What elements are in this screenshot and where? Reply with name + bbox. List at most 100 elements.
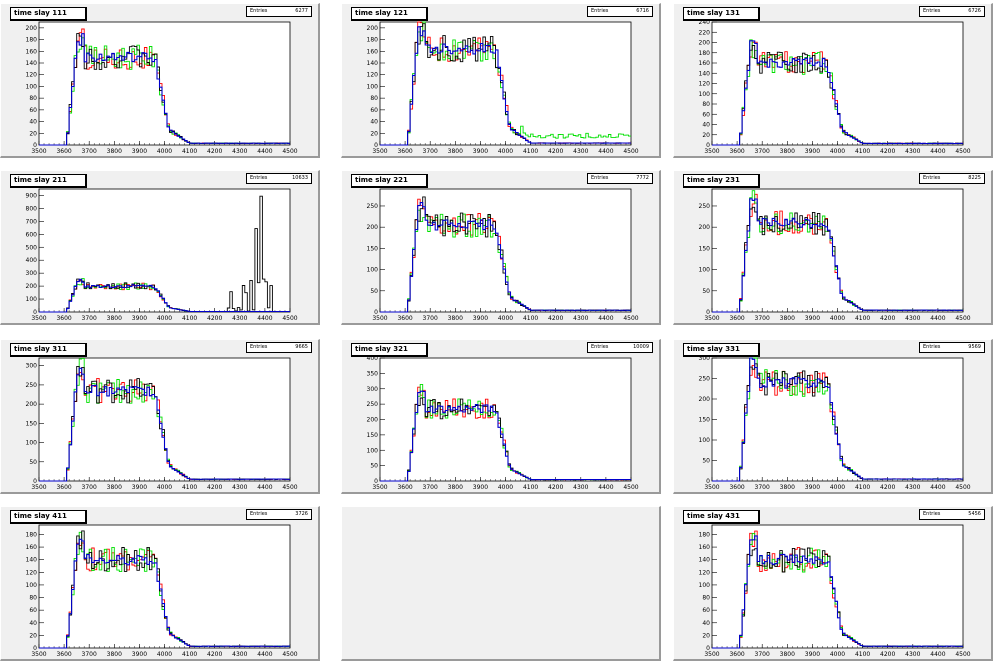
y-tick-label: 60: [702, 111, 710, 118]
x-tick-label: 4100: [182, 484, 197, 491]
histogram-series-4: [712, 198, 963, 313]
x-tick-label: 3800: [107, 484, 122, 491]
stats-entries-value: 6716: [636, 8, 649, 14]
x-tick-label: 4000: [498, 148, 513, 155]
y-tick-label: 0: [374, 309, 378, 316]
x-tick-label: 4000: [830, 484, 845, 491]
histogram-plot: 3500 3600 3700 3800 3900 4000 4100 4200 4300 4400…: [26, 357, 298, 491]
x-tick-label: 4400: [257, 484, 272, 491]
x-tick-label: 3700: [755, 484, 770, 491]
y-tick-label: 0: [33, 309, 37, 316]
stats-label: Entries: [591, 175, 609, 181]
x-tick-label: 4500: [282, 651, 297, 658]
x-tick-label: 3600: [56, 315, 71, 322]
x-tick-label: 4100: [855, 651, 870, 658]
y-tick-label: 50: [370, 288, 378, 295]
y-tick-label: 40: [702, 620, 710, 627]
y-tick-label: 200: [367, 417, 379, 424]
y-tick-label: 160: [26, 48, 38, 55]
y-tick-label: 0: [374, 478, 378, 485]
x-tick-label: 3800: [780, 315, 795, 322]
y-tick-label: 100: [26, 440, 38, 447]
y-tick-label: 80: [370, 95, 378, 102]
x-tick-label: 3500: [704, 315, 719, 322]
x-tick-label: 3700: [755, 651, 770, 658]
x-tick-label: 4000: [830, 315, 845, 322]
x-tick-label: 4200: [207, 484, 222, 491]
y-tick-label: 0: [706, 309, 710, 316]
stats-box: Entries 10633: [246, 173, 312, 184]
stats-label: Entries: [591, 344, 609, 350]
y-tick-label: 40: [29, 620, 37, 627]
x-tick-label: 4300: [573, 315, 588, 322]
pad-title: time slay 121: [351, 7, 428, 21]
x-tick-label: 3500: [704, 651, 719, 658]
x-tick-label: 3500: [372, 315, 387, 322]
stats-box: Entries 6716: [587, 6, 653, 17]
y-tick-label: 220: [699, 29, 711, 36]
x-tick-label: 4000: [498, 315, 513, 322]
x-tick-label: 3700: [423, 148, 438, 155]
x-tick-label: 4000: [830, 148, 845, 155]
x-tick-label: 4500: [955, 315, 970, 322]
y-tick-label: 50: [702, 458, 710, 465]
x-tick-label: 4500: [282, 484, 297, 491]
y-tick-label: 60: [370, 107, 378, 114]
stats-entries-value: 7772: [636, 175, 649, 181]
y-tick-label: 300: [367, 386, 379, 393]
histogram-pad-p321: 3500 3600 3700 3800 3900 4000 4100 4200 4300 4400…: [341, 339, 661, 494]
x-tick-label: 4300: [905, 484, 920, 491]
y-tick-label: 250: [367, 203, 379, 210]
x-tick-label: 3700: [82, 484, 97, 491]
histogram-series-4: [712, 357, 963, 482]
histogram-pad-p221: 3500 3600 3700 3800 3900 4000 4100 4200 4300 4400…: [341, 170, 661, 325]
histogram-series-4: [380, 26, 631, 146]
x-tick-label: 3600: [56, 148, 71, 155]
y-tick-label: 40: [702, 122, 710, 129]
histogram-pad-p411: 3500 3600 3700 3800 3900 4000 4100 4200 4300 4400…: [0, 506, 320, 661]
y-tick-label: 80: [29, 95, 37, 102]
y-tick-label: 140: [699, 70, 711, 77]
x-tick-label: 3800: [780, 484, 795, 491]
y-tick-label: 180: [26, 531, 38, 538]
x-tick-label: 3900: [132, 651, 147, 658]
x-tick-label: 4100: [855, 148, 870, 155]
x-tick-label: 4300: [905, 651, 920, 658]
x-tick-label: 3900: [132, 148, 147, 155]
x-tick-label: 4400: [930, 148, 945, 155]
y-tick-label: 600: [26, 231, 38, 238]
histogram-series-4: [380, 390, 631, 482]
x-tick-label: 3500: [704, 484, 719, 491]
plot-frame: [711, 524, 964, 649]
x-tick-label: 4200: [548, 484, 563, 491]
x-tick-label: 3800: [107, 148, 122, 155]
x-tick-label: 3600: [397, 315, 412, 322]
y-tick-label: 0: [33, 478, 37, 485]
plot-frame: [38, 188, 291, 313]
y-tick-label: 80: [702, 101, 710, 108]
x-tick-label: 3900: [805, 651, 820, 658]
x-tick-label: 4100: [523, 148, 538, 155]
x-tick-label: 4200: [880, 484, 895, 491]
x-tick-label: 4000: [157, 315, 172, 322]
x-tick-label: 3700: [423, 484, 438, 491]
y-tick-label: 100: [26, 83, 38, 90]
y-tick-label: 60: [702, 607, 710, 614]
x-tick-label: 4300: [232, 651, 247, 658]
stats-label: Entries: [923, 175, 941, 181]
y-tick-label: 100: [699, 437, 711, 444]
x-tick-label: 4000: [157, 484, 172, 491]
stats-entries-value: 9569: [968, 344, 981, 350]
x-tick-label: 4500: [623, 315, 638, 322]
histogram-pad-p131: 3500 3600 3700 3800 3900 4000 4100 4200 4300 4400…: [673, 3, 993, 158]
x-tick-label: 4500: [623, 148, 638, 155]
y-tick-label: 100: [699, 91, 711, 98]
histogram-pad-p231: 3500 3600 3700 3800 3900 4000 4100 4200 4300 4400…: [673, 170, 993, 325]
pad-title: time slay 411: [10, 510, 87, 524]
stats-box: Entries 8225: [919, 173, 985, 184]
y-tick-label: 60: [29, 107, 37, 114]
stats-box: Entries 6726: [919, 6, 985, 17]
x-tick-label: 4200: [207, 148, 222, 155]
y-tick-label: 200: [367, 224, 379, 231]
y-tick-label: 500: [26, 244, 38, 251]
